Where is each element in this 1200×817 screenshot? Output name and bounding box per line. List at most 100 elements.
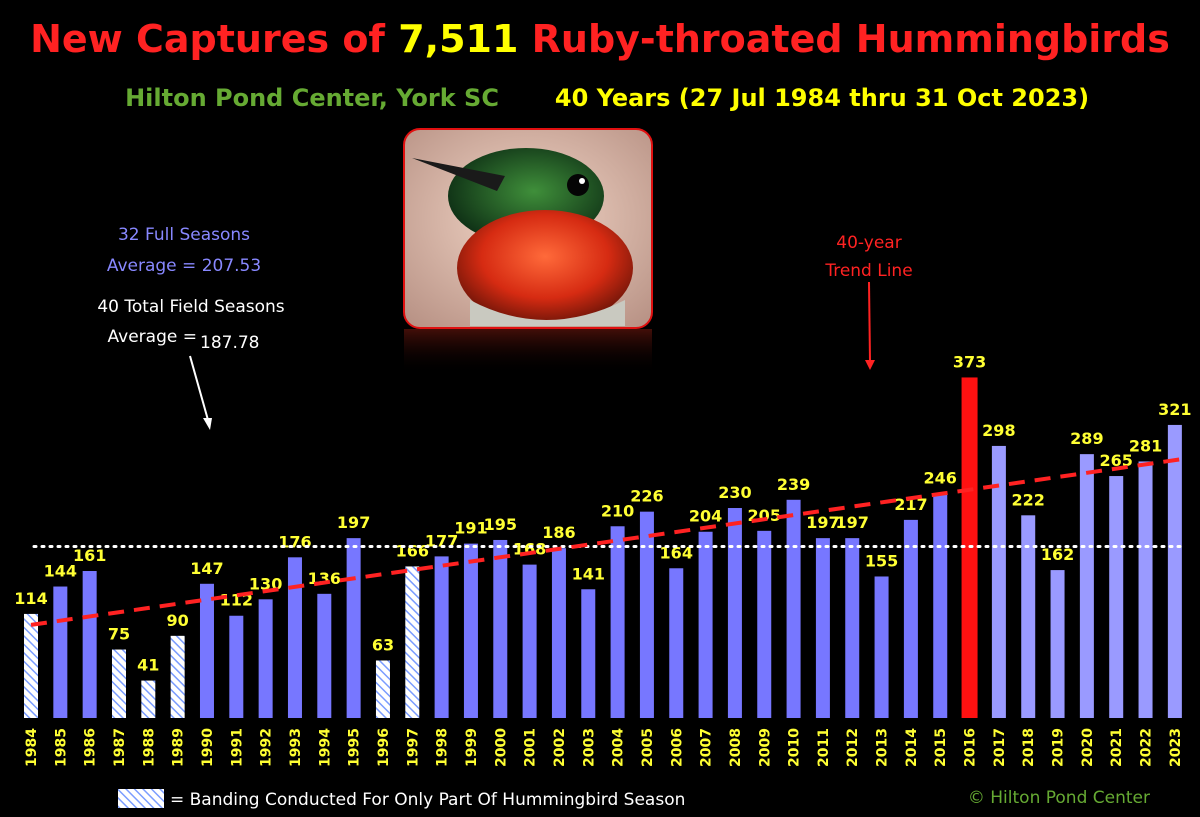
bar-1995 (346, 538, 361, 718)
year-label-2014: 2014 (904, 728, 920, 767)
bar-2001 (522, 564, 537, 718)
value-labels-group: 1141441617541901471121301761361976316617… (14, 352, 1191, 674)
full-seasons-average: Average = 207.53 (107, 256, 261, 276)
value-label-2008: 230 (718, 483, 751, 502)
bar-1987 (111, 649, 126, 718)
value-label-2013: 155 (865, 551, 898, 570)
value-label-1996: 63 (372, 635, 394, 654)
average-arrow (189, 355, 209, 421)
year-label-1989: 1989 (171, 728, 187, 767)
bar-2014 (903, 519, 918, 718)
year-label-2001: 2001 (523, 728, 539, 767)
year-label-1997: 1997 (405, 728, 421, 767)
year-label-2017: 2017 (992, 728, 1008, 767)
year-label-1991: 1991 (229, 728, 245, 767)
bar-1988 (141, 680, 156, 718)
bar-1997 (405, 566, 420, 718)
bar-2012 (845, 538, 860, 718)
value-label-2007: 204 (689, 507, 722, 526)
year-label-1990: 1990 (200, 728, 216, 767)
year-label-2015: 2015 (933, 728, 949, 767)
value-label-2021: 265 (1100, 451, 1133, 470)
chart-title: New Captures of 7,511 Ruby-throated Humm… (30, 17, 1170, 61)
bar-2019 (1050, 570, 1065, 718)
bar-1990 (199, 583, 214, 718)
value-label-2019: 162 (1041, 545, 1074, 564)
full-avg-prefix: Average = (107, 256, 202, 276)
bar-2023 (1167, 424, 1182, 718)
year-label-2008: 2008 (728, 728, 744, 767)
value-label-2010: 239 (777, 475, 810, 494)
value-label-2012: 197 (836, 513, 869, 532)
value-label-1987: 75 (108, 625, 130, 644)
title-count: 7,511 (398, 17, 518, 61)
value-label-2005: 226 (630, 487, 663, 506)
bar-2007 (698, 531, 713, 718)
year-label-2016: 2016 (963, 728, 979, 767)
bar-2004 (610, 526, 625, 718)
title-part2: Ruby-throated Hummingbirds (518, 17, 1169, 61)
subtitle-location: Hilton Pond Center, York SC (125, 84, 499, 112)
legend-text: = Banding Conducted For Only Part Of Hum… (170, 790, 685, 810)
total-seasons-average-value: 187.78 (200, 333, 259, 353)
copyright: © Hilton Pond Center (968, 788, 1150, 808)
bar-2013 (874, 576, 889, 718)
year-label-2002: 2002 (552, 728, 568, 767)
year-label-2005: 2005 (640, 728, 656, 767)
bar-2008 (727, 508, 742, 718)
value-label-1989: 90 (167, 611, 189, 630)
bar-2000 (493, 539, 508, 718)
year-label-2010: 2010 (787, 728, 803, 767)
value-label-1995: 197 (337, 513, 370, 532)
year-label-2013: 2013 (875, 728, 891, 767)
trend-label-line1: 40-year (836, 233, 901, 253)
trend-arrow-head (865, 360, 875, 370)
bar-1999 (463, 543, 478, 718)
value-label-1988: 41 (137, 656, 159, 675)
bar-2021 (1109, 476, 1124, 718)
bar-1996 (375, 660, 390, 718)
year-label-1994: 1994 (317, 728, 333, 767)
legend-partial-swatch (118, 789, 164, 808)
value-label-2018: 222 (1012, 490, 1045, 509)
year-label-1999: 1999 (464, 728, 480, 767)
value-label-2016: 373 (953, 352, 986, 371)
year-label-2011: 2011 (816, 728, 832, 767)
bar-2005 (639, 511, 654, 718)
value-label-1990: 147 (190, 559, 223, 578)
trend-arrow (868, 281, 871, 363)
bar-2009 (757, 530, 772, 718)
bar-1986 (82, 571, 97, 718)
year-label-2004: 2004 (611, 728, 627, 767)
year-label-1988: 1988 (141, 728, 157, 767)
bar-1993 (287, 557, 302, 718)
bar-1998 (434, 556, 449, 718)
value-label-2014: 217 (894, 495, 927, 514)
bar-2022 (1138, 461, 1153, 718)
bar-2011 (815, 538, 830, 718)
value-label-2002: 186 (542, 523, 575, 542)
year-label-1985: 1985 (53, 728, 69, 767)
total-seasons-label: 40 Total Field Seasons (97, 297, 284, 317)
year-label-1998: 1998 (435, 728, 451, 767)
value-label-1985: 144 (44, 562, 77, 581)
year-labels-group: 1984 1985 1986 1987 1988 1989 1990 1991 1992 1993… (24, 728, 1184, 767)
value-label-1994: 136 (308, 569, 341, 588)
value-label-2022: 281 (1129, 436, 1162, 455)
year-label-2000: 2000 (493, 728, 509, 767)
year-label-1992: 1992 (259, 728, 275, 767)
year-label-1987: 1987 (112, 728, 128, 767)
year-label-2023: 2023 (1168, 728, 1184, 767)
year-label-1993: 1993 (288, 728, 304, 767)
bar-2015 (933, 493, 948, 718)
value-label-2017: 298 (982, 421, 1015, 440)
year-label-2022: 2022 (1139, 728, 1155, 767)
value-label-1986: 161 (73, 546, 106, 565)
value-label-1999: 191 (454, 519, 487, 538)
bar-2002 (551, 548, 566, 718)
year-label-2020: 2020 (1080, 728, 1096, 767)
year-label-2007: 2007 (699, 728, 715, 767)
year-label-2018: 2018 (1021, 728, 1037, 767)
